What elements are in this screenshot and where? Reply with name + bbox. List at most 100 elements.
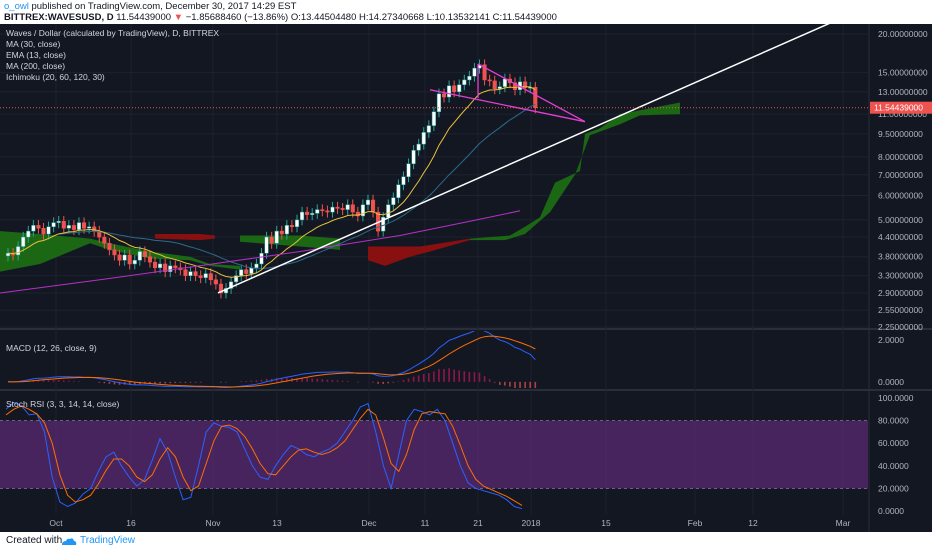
indicator-lines: [0, 24, 868, 294]
publish-line: o_owl published on TradingView.com, Dece…: [4, 1, 296, 12]
candle-body: [183, 269, 188, 276]
candle-body: [208, 273, 213, 281]
cloud-red-1: [155, 234, 215, 241]
tradingview-cloud-icon: [62, 538, 77, 545]
price-tick-label: 3.30000000: [878, 271, 923, 281]
cloud-green-early: [0, 231, 150, 272]
candle-body: [497, 86, 502, 89]
candle-body: [87, 226, 92, 229]
price-tick-label: 8.00000000: [878, 152, 923, 162]
candle-body: [502, 78, 507, 87]
candle-body: [82, 222, 87, 229]
candle-body: [457, 84, 462, 93]
candle-body: [51, 222, 56, 228]
candle-body: [447, 85, 452, 98]
candle-body: [365, 199, 371, 205]
wedge-upper-line: [477, 63, 586, 123]
price-tick-label: 2.55000000: [878, 305, 923, 315]
candle-body: [350, 204, 355, 213]
candle-body: [203, 273, 208, 278]
price-tick-label: 20.00000000: [878, 29, 928, 39]
price-tick-label: 5.00000000: [878, 215, 923, 225]
candle-body: [112, 249, 117, 256]
x-axis-label: Oct: [49, 518, 63, 528]
legend-title: Waves / Dollar (calculated by TradingVie…: [6, 28, 219, 38]
legend-ma200[interactable]: MA (200, close): [6, 61, 65, 71]
stoch-tick-label: 0.0000: [878, 506, 904, 516]
tradingview-brand[interactable]: TradingView: [80, 535, 136, 546]
legend-ema13[interactable]: EMA (13, close): [6, 50, 66, 60]
candle-body: [492, 80, 497, 89]
candle-body: [269, 236, 274, 244]
candle-body: [523, 81, 528, 88]
macd-pane: [7, 331, 537, 388]
price-tick-label: 3.80000000: [878, 252, 923, 262]
candle-body: [198, 275, 203, 278]
last-price-tag: [870, 101, 932, 114]
candle-body: [300, 211, 305, 221]
candle-body: [421, 132, 426, 145]
stoch-d-line: [5, 405, 523, 506]
legend: Waves / Dollar (calculated by TradingVie…: [6, 28, 219, 409]
last-price: 11.54439000: [116, 12, 172, 23]
candle-body: [512, 82, 518, 90]
stoch-tick-label: 20.0000: [878, 483, 909, 493]
legend-macd[interactable]: MACD (12, 26, close, 9): [6, 343, 97, 353]
candle-body: [56, 221, 61, 223]
candle-body: [370, 199, 376, 213]
candle-body: [158, 263, 163, 268]
candle-body: [345, 204, 350, 210]
candle-body: [21, 236, 26, 247]
candle-body: [436, 93, 441, 113]
candle-body: [259, 252, 264, 265]
candle-body: [462, 79, 467, 85]
candle-body: [396, 184, 401, 198]
legend-stoch-rsi[interactable]: Stoch RSI (3, 3, 14, 14, close): [6, 399, 120, 409]
price-tick-label: 7.00000000: [878, 170, 923, 180]
author-link[interactable]: o_owl: [4, 1, 29, 12]
candle-body: [401, 176, 406, 185]
candle-body: [76, 222, 82, 230]
candle-body: [26, 230, 31, 238]
candle-body: [487, 79, 492, 82]
candle-body: [320, 209, 325, 212]
candle-body: [289, 225, 294, 228]
legend-ma30[interactable]: MA (30, close): [6, 39, 60, 49]
candle-body: [229, 281, 234, 289]
ma200-line: [0, 210, 521, 294]
x-axis-label: 13: [272, 518, 282, 528]
down-arrow-icon: ▼: [173, 12, 184, 23]
price-change: −1.85688460 (−13.86%): [185, 12, 289, 23]
symbol-name: BITTREX:WAVESUSD, D: [4, 12, 114, 23]
legend-ichimoku[interactable]: Ichimoku (20, 60, 120, 30): [6, 72, 105, 82]
x-axis-label: 21: [473, 518, 483, 528]
candle-body: [71, 225, 76, 230]
price-tick-label: 2.25000000: [878, 322, 923, 332]
candle-body: [142, 251, 147, 257]
candle-body: [218, 283, 223, 294]
candle-body: [340, 208, 345, 210]
candle-body: [355, 211, 360, 217]
candle-body: [274, 230, 279, 244]
candle-body: [310, 213, 315, 215]
candle-body: [360, 204, 365, 217]
chart-area[interactable]: Oct 16 Nov 13 Dec 11 21 2018 15 Feb 12 Mar 20.000000…: [0, 24, 932, 532]
candle-body: [279, 230, 284, 235]
candle-body: [122, 254, 127, 261]
candle-body: [188, 271, 193, 276]
candle-body: [147, 256, 153, 263]
candle-body: [294, 219, 300, 228]
created-with-text: Created with: [6, 535, 63, 546]
candles-layer: [5, 59, 538, 299]
candle-body: [152, 261, 158, 268]
axes: Oct 16 Nov 13 Dec 11 21 2018 15 Feb 12 Mar 20.000000…: [49, 29, 932, 528]
chart-canvas[interactable]: Oct 16 Nov 13 Dec 11 21 2018 15 Feb 12 Mar 20.000000…: [0, 24, 932, 532]
price-tick-label: 11.00000000: [878, 109, 927, 119]
candle-body: [416, 143, 421, 151]
candle-body: [61, 221, 66, 229]
symbol-line: BITTREX:WAVESUSD, D 11.54439000 ▼ −1.856…: [4, 12, 557, 23]
candle-body: [193, 271, 198, 276]
candle-body: [284, 225, 289, 235]
candle-body: [107, 243, 112, 251]
ohlc-values: O:13.44504480 H:14.27340668 L:10.1353214…: [290, 12, 557, 23]
